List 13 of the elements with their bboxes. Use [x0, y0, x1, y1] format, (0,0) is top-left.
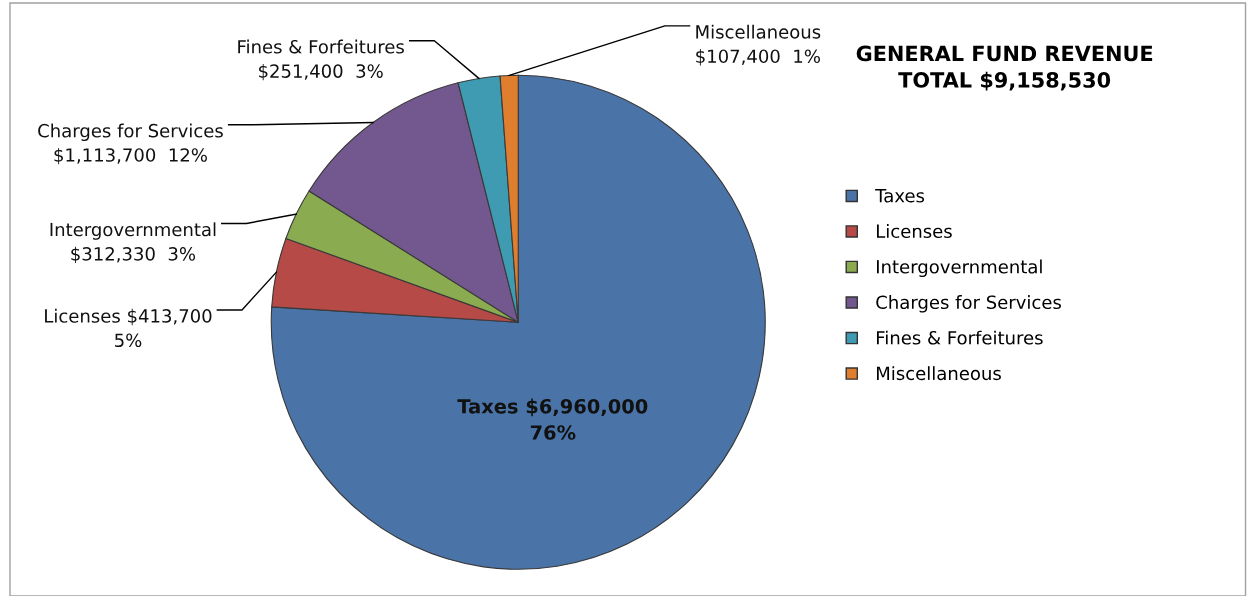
legend-label: Taxes [875, 189, 925, 203]
data-label: Charges for Services $1,113,700 12% [38, 123, 223, 165]
legend-label: Charges for Services [876, 295, 1061, 313]
data-label: Taxes $6,960,000 76% [457, 398, 648, 440]
data-label: Miscellaneous $107,400 1% [696, 24, 821, 66]
data-label: Licenses $413,700 5% [45, 308, 212, 348]
legend-label: Fines & Forfeitures [876, 330, 1043, 345]
legend-label: Licenses [876, 224, 952, 239]
data-label: Fines & Forfeitures $251,400 3% [238, 39, 404, 81]
legend-label: Miscellaneous [876, 366, 1001, 381]
text: GENERAL FUND REVENUE TOTAL $9,158,530 [856, 45, 1153, 91]
data-label: Intergovernmental $312,330 3% [50, 222, 216, 264]
legend-label: Intergovernmental [876, 259, 1042, 278]
